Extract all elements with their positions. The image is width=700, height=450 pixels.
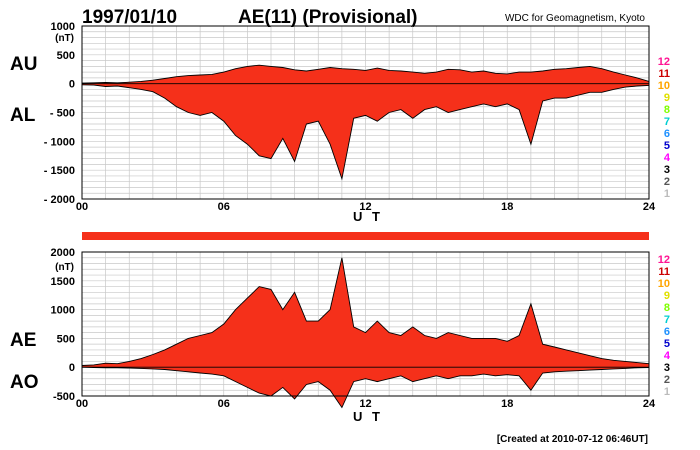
lower-series-line	[81, 366, 650, 409]
station-number: 3	[664, 362, 670, 374]
y-tick-label: 1500	[51, 276, 75, 288]
station-number: 11	[658, 68, 670, 80]
date-label: 1997/01/10	[82, 7, 177, 28]
y-tick-label: - 1000	[44, 136, 75, 148]
y-tick-label: 0	[69, 79, 75, 91]
upper-series-line	[81, 64, 650, 84]
plot-frame	[81, 251, 650, 397]
station-number: 7	[664, 116, 670, 128]
station-number: 10	[658, 278, 670, 290]
y-tick-label: 500	[57, 333, 75, 345]
x-tick-label: 18	[501, 201, 513, 213]
bottom-unit-label: (nT)	[55, 262, 74, 273]
station-number: 4	[664, 350, 671, 362]
lower-series-line	[81, 84, 650, 181]
separator-bar	[82, 232, 649, 240]
al-label: AL	[10, 105, 36, 126]
y-tick-label: 2000	[51, 247, 75, 259]
top-unit-label: (nT)	[55, 33, 74, 44]
station-number: 8	[664, 104, 670, 116]
x-tick-label: 00	[76, 398, 88, 410]
station-number: 1	[664, 386, 670, 398]
station-number: 8	[664, 302, 670, 314]
y-tick-label: - 500	[50, 108, 75, 120]
source-label: WDC for Geomagnetism, Kyoto	[505, 13, 645, 24]
x-tick-label: 24	[643, 398, 656, 410]
station-number: 6	[664, 326, 670, 338]
bottom-xaxis-label: U T	[353, 409, 383, 424]
created-timestamp: [Created at 2010-07-12 06:46UT]	[497, 434, 648, 445]
x-tick-label: 00	[76, 201, 88, 213]
station-number: 2	[664, 176, 670, 188]
y-tick-label: 1000	[51, 305, 75, 317]
station-number: 9	[664, 290, 670, 302]
station-number: 3	[664, 164, 670, 176]
y-tick-label: - 2000	[44, 194, 75, 206]
x-tick-label: 18	[501, 398, 513, 410]
ae-label: AE	[10, 330, 36, 351]
x-tick-label: 12	[359, 398, 371, 410]
station-number: 1	[664, 188, 670, 200]
station-number: 12	[658, 56, 670, 68]
station-number: 6	[664, 128, 670, 140]
au-label: AU	[10, 54, 37, 75]
station-number: 10	[658, 80, 670, 92]
y-tick-label: 0	[69, 362, 75, 374]
top-xaxis-label: U T	[353, 209, 383, 224]
station-number: 5	[664, 338, 670, 350]
station-number: 12	[658, 254, 670, 266]
page-title: AE(11) (Provisional)	[238, 7, 418, 28]
x-tick-label: 24	[643, 201, 656, 213]
x-tick-label: 06	[218, 201, 230, 213]
y-tick-label: 500	[57, 50, 75, 62]
y-tick-label: -500	[53, 391, 75, 403]
upper-series-line	[81, 257, 650, 366]
y-tick-label: 1000	[51, 21, 75, 33]
y-tick-label: - 1500	[44, 165, 75, 177]
station-number: 2	[664, 374, 670, 386]
x-tick-label: 12	[359, 201, 371, 213]
plot-frame	[81, 25, 650, 200]
ao-label: AO	[10, 372, 39, 393]
station-number: 4	[664, 152, 671, 164]
station-number: 5	[664, 140, 670, 152]
station-number: 7	[664, 314, 670, 326]
filled-area	[82, 65, 649, 179]
x-tick-label: 06	[218, 398, 230, 410]
station-number: 9	[664, 92, 670, 104]
station-number: 11	[658, 266, 670, 278]
